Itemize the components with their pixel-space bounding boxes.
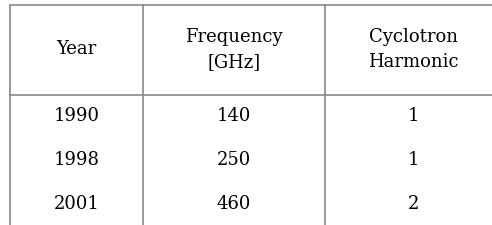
Text: 1: 1 xyxy=(407,108,419,126)
Text: 2: 2 xyxy=(407,195,419,213)
Text: Harmonic: Harmonic xyxy=(368,53,459,71)
Text: 2001: 2001 xyxy=(53,195,99,213)
Text: 1: 1 xyxy=(407,151,419,169)
Text: Year: Year xyxy=(56,40,96,58)
Text: Cyclotron: Cyclotron xyxy=(369,28,458,46)
Text: Frequency: Frequency xyxy=(185,28,282,46)
Text: 250: 250 xyxy=(216,151,251,169)
Text: 1990: 1990 xyxy=(53,108,99,126)
Text: 140: 140 xyxy=(216,108,251,126)
Text: 1998: 1998 xyxy=(53,151,99,169)
Text: [GHz]: [GHz] xyxy=(207,53,260,71)
Text: 460: 460 xyxy=(216,195,251,213)
